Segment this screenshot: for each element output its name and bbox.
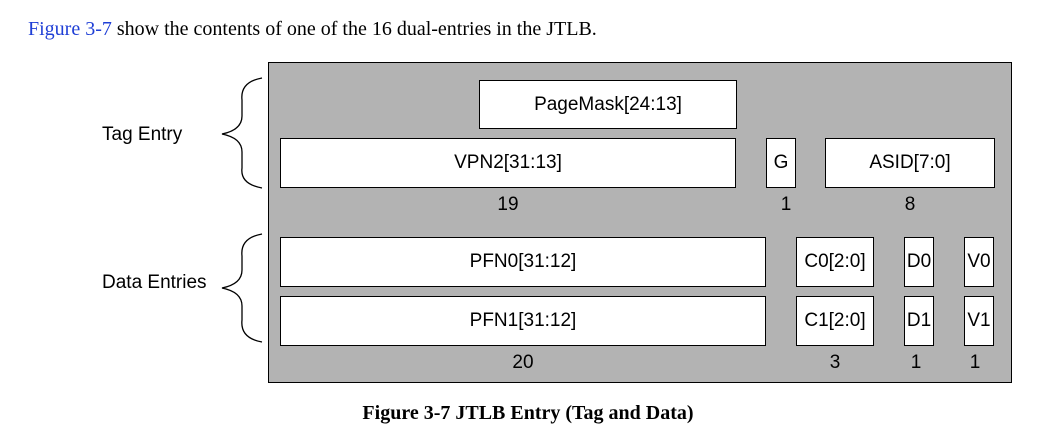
v1-field: V1 [964, 296, 994, 346]
c0-field: C0[2:0] [796, 237, 874, 287]
figure-link[interactable]: Figure 3-7 [28, 18, 112, 40]
c-width: 3 [829, 352, 841, 373]
asid-width: 8 [904, 194, 916, 215]
figure-caption: Figure 3-7 JTLB Entry (Tag and Data) [362, 402, 694, 424]
pfn0-field: PFN0[31:12] [280, 237, 766, 287]
g-field: G [766, 138, 796, 188]
tag-entry-label: Tag Entry [102, 124, 183, 145]
pfn-width: 20 [512, 352, 534, 373]
tag-entry-brace [221, 77, 263, 189]
vpn2-field: VPN2[31:13] [280, 138, 736, 188]
pagemask-field: PageMask[24:13] [479, 80, 737, 129]
g-width: 1 [780, 194, 792, 215]
d-width: 1 [910, 352, 922, 373]
d0-field: D0 [904, 237, 934, 287]
intro-rest: show the contents of one of the 16 dual-… [111, 18, 597, 40]
asid-field: ASID[7:0] [825, 138, 995, 188]
v0-field: V0 [964, 237, 994, 287]
v-width: 1 [969, 352, 981, 373]
vpn2-width: 19 [497, 194, 519, 215]
c1-field: C1[2:0] [796, 296, 874, 346]
data-entries-label: Data Entries [102, 272, 207, 293]
intro-text: Figure 3-7 show the contents of one of t… [28, 14, 597, 44]
d1-field: D1 [904, 296, 934, 346]
data-entries-brace [221, 233, 263, 343]
pfn1-field: PFN1[31:12] [280, 296, 766, 346]
